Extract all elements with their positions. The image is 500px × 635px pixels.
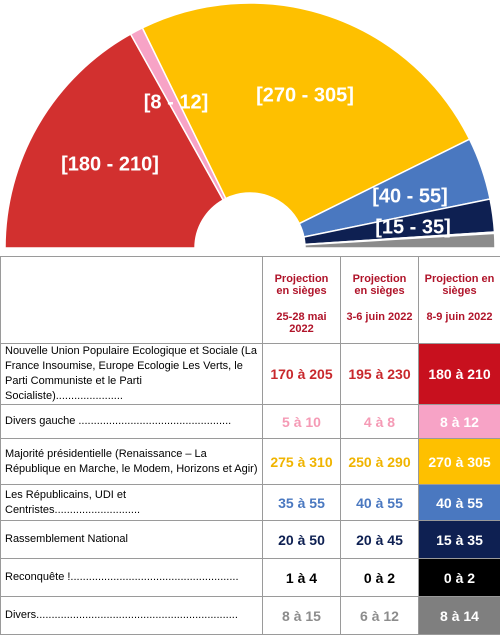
segment-label: [15 - 35]	[375, 216, 451, 238]
projection-cell: 8 à 14	[419, 597, 500, 635]
row-label: Reconquête !............................…	[1, 559, 263, 597]
projection-cell: 20 à 50	[263, 521, 341, 559]
projection-cell: 8 à 15	[263, 597, 341, 635]
projection-cell: 6 à 12	[341, 597, 419, 635]
table-row: Divers gauche ..........................…	[1, 405, 500, 439]
row-label: Majorité présidentielle (Renaissance – L…	[1, 439, 263, 485]
projection-cell: 5 à 10	[263, 405, 341, 439]
projection-cell: 1 à 4	[263, 559, 341, 597]
projection-cell: 270 à 305	[419, 439, 500, 485]
header-date: 25-28 mai 2022	[267, 311, 336, 335]
projection-cell: 195 à 230	[341, 344, 419, 405]
header-title: Projection en sièges	[353, 273, 407, 297]
projection-cell: 4 à 8	[341, 405, 419, 439]
projection-cell: 0 à 2	[419, 559, 500, 597]
projection-cell: 0 à 2	[341, 559, 419, 597]
column-header: Projection en sièges 3-6 juin 2022	[341, 257, 419, 344]
projection-cell: 170 à 205	[263, 344, 341, 405]
segment-label: [40 - 55]	[372, 185, 448, 207]
table-row: Les Républicains, UDI et Centristes.....…	[1, 485, 500, 521]
segment-label: [180 - 210]	[61, 153, 159, 175]
projection-cell: 250 à 290	[341, 439, 419, 485]
table-row: Reconquête !............................…	[1, 559, 500, 597]
projection-cell: 20 à 45	[341, 521, 419, 559]
header-title: Projection en sièges	[275, 273, 329, 297]
row-label: Divers..................................…	[1, 597, 263, 635]
row-label: Divers gauche ..........................…	[1, 405, 263, 439]
projection-cell: 40 à 55	[419, 485, 500, 521]
header-date: 8-9 juin 2022	[423, 311, 496, 323]
projection-cell: 8 à 12	[419, 405, 500, 439]
corner	[1, 257, 263, 344]
row-label: Nouvelle Union Populaire Ecologique et S…	[1, 344, 263, 405]
segment-label: [8 - 12]	[144, 91, 208, 113]
table-row: Divers..................................…	[1, 597, 500, 635]
projection-cell: 275 à 310	[263, 439, 341, 485]
row-label: Les Républicains, UDI et Centristes.....…	[1, 485, 263, 521]
row-label: Rassemblement National	[1, 521, 263, 559]
table-row: Nouvelle Union Populaire Ecologique et S…	[1, 344, 500, 405]
projection-cell: 180 à 210	[419, 344, 500, 405]
header-date: 3-6 juin 2022	[345, 311, 414, 323]
projection-cell: 35 à 55	[263, 485, 341, 521]
segment-label: [270 - 305]	[256, 84, 354, 106]
table-row: Majorité présidentielle (Renaissance – L…	[1, 439, 500, 485]
column-header: Projection en sièges 8-9 juin 2022	[419, 257, 500, 344]
hemicycle: [180 - 210] [8 - 12] [270 - 305] [40 - 55] […	[0, 0, 500, 256]
column-header: Projection en sièges 25-28 mai 2022	[263, 257, 341, 344]
header-title: Projection en sièges	[425, 273, 495, 297]
projection-cell: 40 à 55	[341, 485, 419, 521]
projection-cell: 15 à 35	[419, 521, 500, 559]
